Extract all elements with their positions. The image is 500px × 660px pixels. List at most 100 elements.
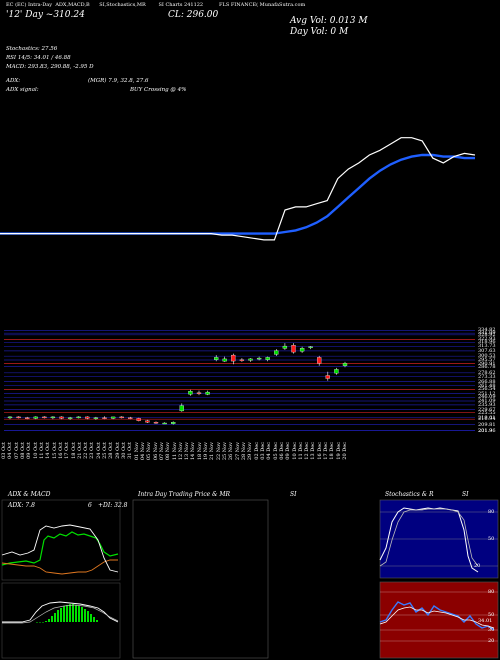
date-tick-label: 21 Oct: [76, 442, 83, 459]
rsi-level-30: 30: [488, 627, 495, 633]
header-item: FLS FINANCE( MunafaSutra.com: [219, 2, 306, 8]
header-item: SI Charts 241122: [158, 2, 204, 8]
adx-label: ADX:: [6, 78, 21, 84]
price-tick-label: 201.9: [478, 427, 493, 434]
moving-average-line: [0, 153, 475, 235]
candle-body: [67, 417, 73, 419]
adx-panel-title: ADX & MACD: [8, 491, 51, 498]
adx-value: ADX: 7.8: [8, 502, 35, 509]
candle-body: [162, 422, 167, 425]
price-tick-label: 225.55: [478, 409, 496, 416]
date-tick-label: 18 Nov: [196, 442, 203, 461]
date-tick-label: 06 Dec: [278, 442, 285, 460]
date-tick-label: 12 Nov: [177, 442, 184, 461]
date-tick-label: 18 Dec: [329, 442, 336, 460]
rsi-value-label: 34.01: [478, 618, 493, 624]
price-tick-label: 328.92: [478, 331, 496, 338]
candle-body: [102, 417, 107, 419]
adx-minus-di: +DI: 32.8: [98, 502, 128, 509]
date-tick-label: 05 Nov: [146, 442, 153, 461]
price-tick-label: 241.09: [478, 398, 496, 404]
date-tick-label: 14 Oct: [45, 442, 52, 459]
stoch-panel-si: SI: [462, 491, 469, 498]
stoch-level-20: 20: [474, 563, 481, 569]
price-tick-label: 300.53: [478, 353, 496, 360]
candle-grid: [4, 330, 475, 431]
price-text: CL: 296.00: [168, 10, 219, 20]
date-tick-label: 21 Nov: [209, 442, 216, 461]
price-tick-label: 295.57: [478, 357, 496, 363]
candlestick-chart: [7, 343, 348, 425]
stoch-level-80: 80: [488, 509, 495, 515]
candle-body: [282, 345, 288, 349]
candle-body: [334, 369, 339, 374]
price-tick-label: 307.63: [478, 347, 496, 354]
price-sub: '12' Day ~310.24: [6, 10, 85, 20]
candle-body: [42, 416, 47, 419]
date-tick-label: 20 Dec: [342, 442, 348, 460]
header-item: EC (EC) Intra-Day: [6, 2, 53, 8]
price-ma-line-chart: [0, 137, 476, 241]
candle-body: [171, 422, 176, 424]
date-tick-label: 24 Oct: [95, 442, 102, 459]
candle-body: [16, 416, 21, 419]
candle-body: [50, 416, 56, 419]
candle-body: [33, 416, 38, 419]
date-tick-label: 16 Oct: [57, 442, 64, 459]
price-tick-label: 286.78: [478, 363, 496, 370]
header-item: ADX,MACD,B: [55, 2, 90, 8]
price-tick-label: 235.93: [478, 401, 496, 408]
candle-body: [231, 354, 236, 362]
candle-body: [196, 392, 202, 394]
adx-signal-value: BUY Crossing @ 4%: [130, 87, 187, 93]
candle-body: [274, 350, 279, 355]
candle-body: [265, 357, 270, 360]
price-line: [0, 137, 476, 241]
date-tick-label: 03 Dec: [259, 442, 266, 460]
date-tick-label: 23 Oct: [89, 442, 96, 459]
candle-body: [93, 417, 99, 419]
stoch-level-50: 50: [488, 536, 495, 542]
price-tick-label: 216.94: [478, 416, 496, 423]
date-tick-label: 29 Nov: [247, 442, 254, 461]
date-tick-label: 17 Oct: [64, 442, 71, 459]
candle-body: [308, 346, 313, 348]
stoch-readout: Stochastics: 27.56: [6, 46, 58, 52]
date-tick-label: 07 Nov: [158, 442, 165, 461]
date-tick-label: 05 Dec: [272, 442, 279, 460]
date-tick-label: 09 Oct: [26, 442, 33, 459]
candle-body: [214, 357, 219, 360]
date-tick-label: 10 Oct: [32, 442, 39, 459]
candle-body: [153, 422, 159, 424]
candle-body: [325, 375, 330, 379]
date-tick-label: 07 Oct: [13, 442, 20, 459]
candle-body: [110, 416, 116, 419]
price-tick-label: 273.33: [478, 373, 496, 380]
candle-body: [7, 416, 13, 419]
candle-body: [119, 416, 124, 419]
candle-body: [179, 405, 184, 412]
candle-body: [342, 363, 348, 366]
candle-body: [136, 418, 141, 421]
candle-body: [248, 358, 253, 361]
date-tick-label: 06 Nov: [152, 442, 159, 461]
price-tick-label: 251.12: [478, 390, 496, 397]
price-tick-label: 229.67: [478, 406, 496, 413]
date-tick-label: 29 Oct: [114, 442, 121, 459]
price-tick-label: 278.62: [478, 369, 496, 376]
date-tick-label: 11 Nov: [171, 442, 178, 461]
price-tick-label: 313.73: [478, 343, 496, 350]
date-tick-label: 08 Oct: [19, 442, 26, 459]
rsi-readout: RSI 14/5: 34.01 / 46.88: [6, 55, 71, 61]
date-tick-label: 16 Dec: [316, 442, 323, 460]
candle-body: [128, 417, 133, 419]
price-tick-label: 246.09: [478, 394, 496, 401]
price-tick-label: 219.01: [478, 414, 496, 421]
candle-body: [299, 348, 305, 352]
header-item: SI,Stochastics,MR: [99, 2, 146, 8]
date-tick-label: 26 Nov: [228, 442, 235, 461]
rsi-level-20: 20: [488, 638, 495, 644]
stoch-panel-title: Stochastics & R: [385, 491, 434, 498]
day-volume: Day Vol: 0 M: [290, 27, 349, 37]
candle-body: [76, 416, 81, 419]
